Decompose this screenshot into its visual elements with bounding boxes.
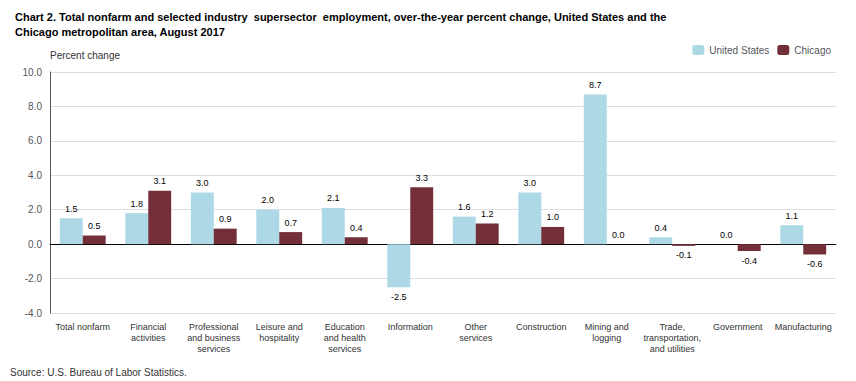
svg-text:2.0: 2.0	[262, 195, 275, 205]
svg-text:8.0: 8.0	[28, 101, 42, 112]
svg-text:Construction: Construction	[516, 322, 567, 332]
svg-text:4.0: 4.0	[28, 170, 42, 181]
svg-text:transportation,: transportation,	[643, 333, 701, 343]
svg-text:0.0: 0.0	[28, 239, 42, 250]
svg-text:-0.1: -0.1	[676, 250, 692, 260]
svg-text:logging: logging	[592, 333, 621, 343]
svg-text:Percent change: Percent change	[50, 50, 120, 61]
svg-text:Information: Information	[388, 322, 433, 332]
svg-text:-2.0: -2.0	[25, 273, 43, 284]
svg-text:1.0: 1.0	[546, 212, 559, 222]
svg-text:Leisure and: Leisure and	[256, 322, 303, 332]
svg-text:1.1: 1.1	[786, 211, 799, 221]
svg-text:3.3: 3.3	[415, 173, 428, 183]
svg-text:services: services	[328, 344, 362, 354]
svg-text:Government: Government	[713, 322, 763, 332]
svg-text:0.7: 0.7	[284, 218, 297, 228]
svg-text:3.0: 3.0	[196, 178, 209, 188]
svg-text:3.1: 3.1	[153, 176, 166, 186]
svg-text:and utilities: and utilities	[650, 344, 696, 354]
svg-text:-0.4: -0.4	[741, 256, 757, 266]
svg-text:Total nonfarm: Total nonfarm	[55, 322, 110, 332]
svg-text:0.5: 0.5	[88, 221, 101, 231]
svg-text:1.5: 1.5	[65, 204, 78, 214]
svg-text:hospitality: hospitality	[259, 333, 300, 343]
svg-text:6.0: 6.0	[28, 135, 42, 146]
svg-text:-0.6: -0.6	[807, 259, 823, 269]
svg-text:services: services	[459, 333, 493, 343]
svg-text:and health: and health	[324, 333, 366, 343]
svg-text:2.1: 2.1	[327, 193, 340, 203]
svg-text:Education: Education	[325, 322, 365, 332]
svg-text:0.0: 0.0	[720, 230, 733, 240]
svg-text:Financial: Financial	[130, 322, 166, 332]
svg-text:and business: and business	[187, 333, 241, 343]
svg-text:2.0: 2.0	[28, 204, 42, 215]
svg-text:Chicago: Chicago	[794, 45, 831, 56]
svg-text:activities: activities	[131, 333, 166, 343]
svg-text:Source: U.S. Bureau of Labor S: Source: U.S. Bureau of Labor Statistics.	[10, 367, 187, 378]
svg-text:1.6: 1.6	[458, 202, 471, 212]
svg-text:1.2: 1.2	[481, 209, 494, 219]
svg-text:Trade,: Trade,	[659, 322, 685, 332]
svg-text:Manufacturing: Manufacturing	[775, 322, 832, 332]
svg-text:1.8: 1.8	[131, 199, 144, 209]
svg-text:Chicago metropolitan area, Aug: Chicago metropolitan area, August 2017	[15, 26, 225, 38]
svg-text:-2.5: -2.5	[391, 292, 407, 302]
svg-text:-4.0: -4.0	[25, 308, 43, 319]
svg-text:0.9: 0.9	[219, 214, 232, 224]
svg-text:Other: Other	[464, 322, 487, 332]
svg-text:0.0: 0.0	[612, 230, 625, 240]
svg-text:0.4: 0.4	[350, 223, 363, 233]
svg-text:3.0: 3.0	[524, 178, 537, 188]
svg-text:8.7: 8.7	[589, 80, 602, 90]
svg-text:United States: United States	[709, 45, 769, 56]
svg-text:10.0: 10.0	[23, 67, 43, 78]
svg-text:0.4: 0.4	[655, 223, 668, 233]
svg-text:Chart 2. Total nonfarm and sel: Chart 2. Total nonfarm and selected indu…	[15, 11, 666, 23]
svg-text:Professional: Professional	[189, 322, 239, 332]
svg-text:services: services	[197, 344, 231, 354]
svg-text:Mining and: Mining and	[585, 322, 629, 332]
